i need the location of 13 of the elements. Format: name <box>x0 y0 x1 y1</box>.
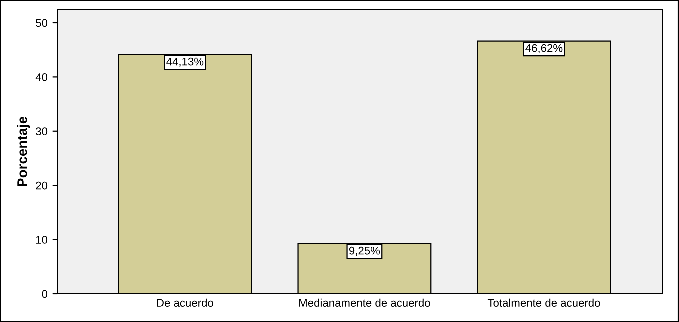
x-tick-label: De acuerdo <box>157 298 214 308</box>
y-tick-label: 20 <box>36 182 48 190</box>
data-label: 46,62% <box>526 44 563 54</box>
y-tick-label: 30 <box>36 128 48 136</box>
y-tick-label: 40 <box>36 73 48 82</box>
y-tick-label: 50 <box>36 19 48 28</box>
x-tick-label: Totalmente de acuerdo <box>488 298 600 308</box>
data-label: 44,13% <box>166 58 204 68</box>
y-axis-title: Porcentaje <box>17 116 30 187</box>
y-tick-label: 10 <box>36 236 48 244</box>
x-tick-label: Medianamente de acuerdo <box>300 298 430 308</box>
y-tick-label: 0 <box>42 290 48 298</box>
data-label: 9,25% <box>349 246 380 256</box>
